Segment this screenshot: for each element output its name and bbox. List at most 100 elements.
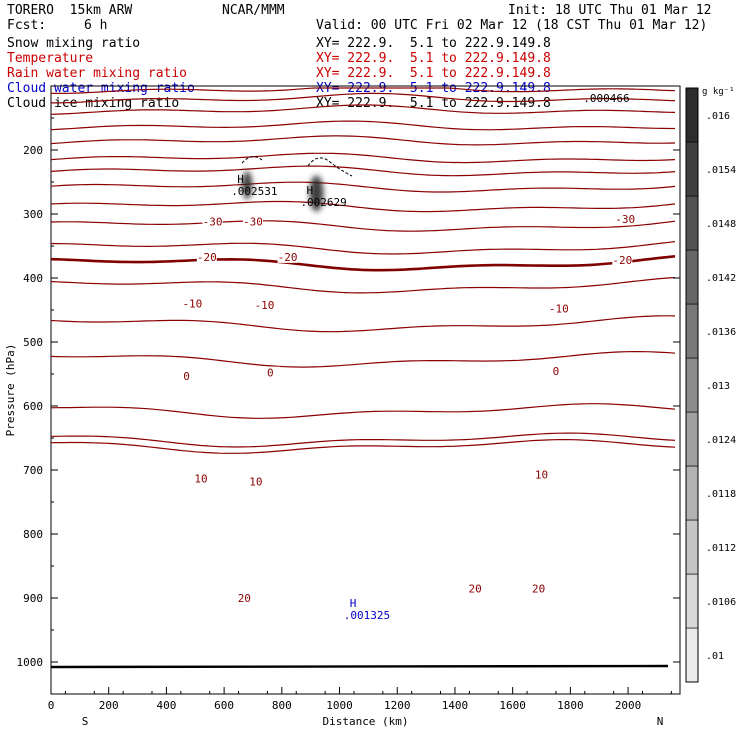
colorbar-label: .0124 <box>706 435 736 446</box>
y-tick-label: 900 <box>23 592 43 605</box>
center-title: NCAR/MMM <box>222 3 285 18</box>
x-tick-label: 600 <box>214 699 234 712</box>
field-name-cloud-water: Cloud water mixing ratio <box>7 81 195 96</box>
colorbar-segment <box>685 87 699 143</box>
x-tick-label: 0 <box>48 699 55 712</box>
isotherm-line <box>50 255 676 272</box>
field-name-snow: Snow mixing ratio <box>7 36 141 51</box>
end-label-south: S <box>82 715 89 728</box>
isotherm-line <box>50 220 676 232</box>
y-tick-label: 700 <box>23 464 43 477</box>
x-tick-label: 1000 <box>326 699 353 712</box>
contour-label: -30 <box>203 216 223 229</box>
contour-label: 10 <box>249 476 262 489</box>
contour-label-bg <box>254 298 275 311</box>
colorbar-label: .0118 <box>706 489 736 500</box>
isotherm-line <box>50 439 676 454</box>
colorbar-label: .0136 <box>706 327 736 338</box>
colorbar-segment <box>685 141 699 197</box>
ice-shading-blob <box>309 175 324 212</box>
contour-label-bg <box>196 250 217 263</box>
contour-label: -30 <box>615 213 635 226</box>
maximum-marker: H <box>350 597 357 610</box>
isotherm-line <box>50 181 676 193</box>
contour-label-bg <box>234 592 255 604</box>
field-xy-temperature: XY= 222.9. 5.1 to 222.9.149.8 <box>316 51 551 66</box>
ice-shading-blob <box>242 171 253 200</box>
end-label-north: N <box>657 715 664 728</box>
maximum-value: .001325 <box>344 609 390 622</box>
contour-label-bg <box>545 364 566 377</box>
contour-label-bg <box>242 215 263 228</box>
colorbar-segment <box>685 465 699 521</box>
colorbar-label: .0148 <box>706 219 736 230</box>
y-tick-label: 400 <box>23 272 43 285</box>
colorbar-unit: g kg⁻¹ <box>702 87 735 97</box>
y-tick-label: 500 <box>23 336 43 349</box>
isotherm-line <box>50 403 676 419</box>
field-xy-rain: XY= 222.9. 5.1 to 222.9.149.8 <box>316 66 551 81</box>
x-axis-label: Distance (km) <box>322 715 408 728</box>
contour-label: 0 <box>553 365 560 378</box>
colorbar-segment <box>685 519 699 575</box>
y-tick-label: 800 <box>23 528 43 541</box>
isotherm-line <box>50 241 676 255</box>
contour-label-bg <box>182 297 203 310</box>
contour-label: -10 <box>255 299 275 312</box>
colorbar-segment <box>685 573 699 629</box>
contour-label: -10 <box>549 303 569 316</box>
x-tick-label: 1800 <box>557 699 584 712</box>
isotherm-line <box>50 165 676 177</box>
y-tick-label: 200 <box>23 144 43 157</box>
isotherm-line <box>51 92 676 104</box>
isotherm-line <box>50 315 676 333</box>
x-tick-label: 1600 <box>499 699 526 712</box>
colorbar-segment <box>685 303 699 359</box>
contour-label: -30 <box>243 216 263 229</box>
contour-label: 10 <box>194 472 207 485</box>
terrain-line <box>50 664 669 669</box>
contour-label: 0 <box>267 367 274 380</box>
colorbar-label: .013 <box>706 381 730 392</box>
contour-label: 10 <box>535 468 548 481</box>
colorbar-segment <box>685 411 699 467</box>
isotherm-line <box>50 135 676 146</box>
field-name-temperature: Temperature <box>7 51 94 66</box>
isotherm-line <box>50 120 675 131</box>
maximum-value: .002531 <box>231 185 277 198</box>
contour-label-bg <box>176 369 197 382</box>
x-tick-label: 400 <box>156 699 176 712</box>
isotherm-line <box>50 351 676 368</box>
contour-label-bg <box>615 213 636 226</box>
y-axis-label: Pressure (hPa) <box>4 344 17 437</box>
snow-contour <box>241 156 263 164</box>
y-tick-label: 1000 <box>17 656 44 669</box>
contour-label-bg <box>245 475 266 488</box>
colorbar-label: .01 <box>706 651 724 662</box>
contour-label-bg <box>191 472 212 485</box>
isotherm-line <box>50 277 676 294</box>
maximum-marker: H <box>237 173 244 186</box>
model-title: TORERO 15km ARW <box>7 3 133 18</box>
colorbar-segment <box>685 249 699 305</box>
contour-label: -10 <box>182 298 202 311</box>
contour-label-bg <box>531 468 552 481</box>
x-tick-label: 200 <box>99 699 119 712</box>
x-tick-label: 2000 <box>615 699 642 712</box>
colorbar-segment <box>685 357 699 413</box>
isotherm-line <box>51 432 676 448</box>
isotherm-line <box>50 104 676 115</box>
colorbar-segment <box>685 627 699 683</box>
maximum-value: .002629 <box>300 196 346 209</box>
x-tick-label: 1400 <box>442 699 469 712</box>
colorbar-label: .0154 <box>706 165 736 176</box>
field-name-cloud-ice: Cloud ice mixing ratio <box>7 96 180 111</box>
colorbar-label: .0106 <box>706 597 736 608</box>
init-time: Init: 18 UTC Thu 01 Mar 12 <box>508 3 712 18</box>
colorbar-label: .016 <box>706 111 730 122</box>
snow-contour <box>307 157 353 177</box>
contour-label-bg <box>465 582 486 595</box>
contour-label-bg <box>612 254 633 267</box>
isotherm-line <box>50 152 676 164</box>
